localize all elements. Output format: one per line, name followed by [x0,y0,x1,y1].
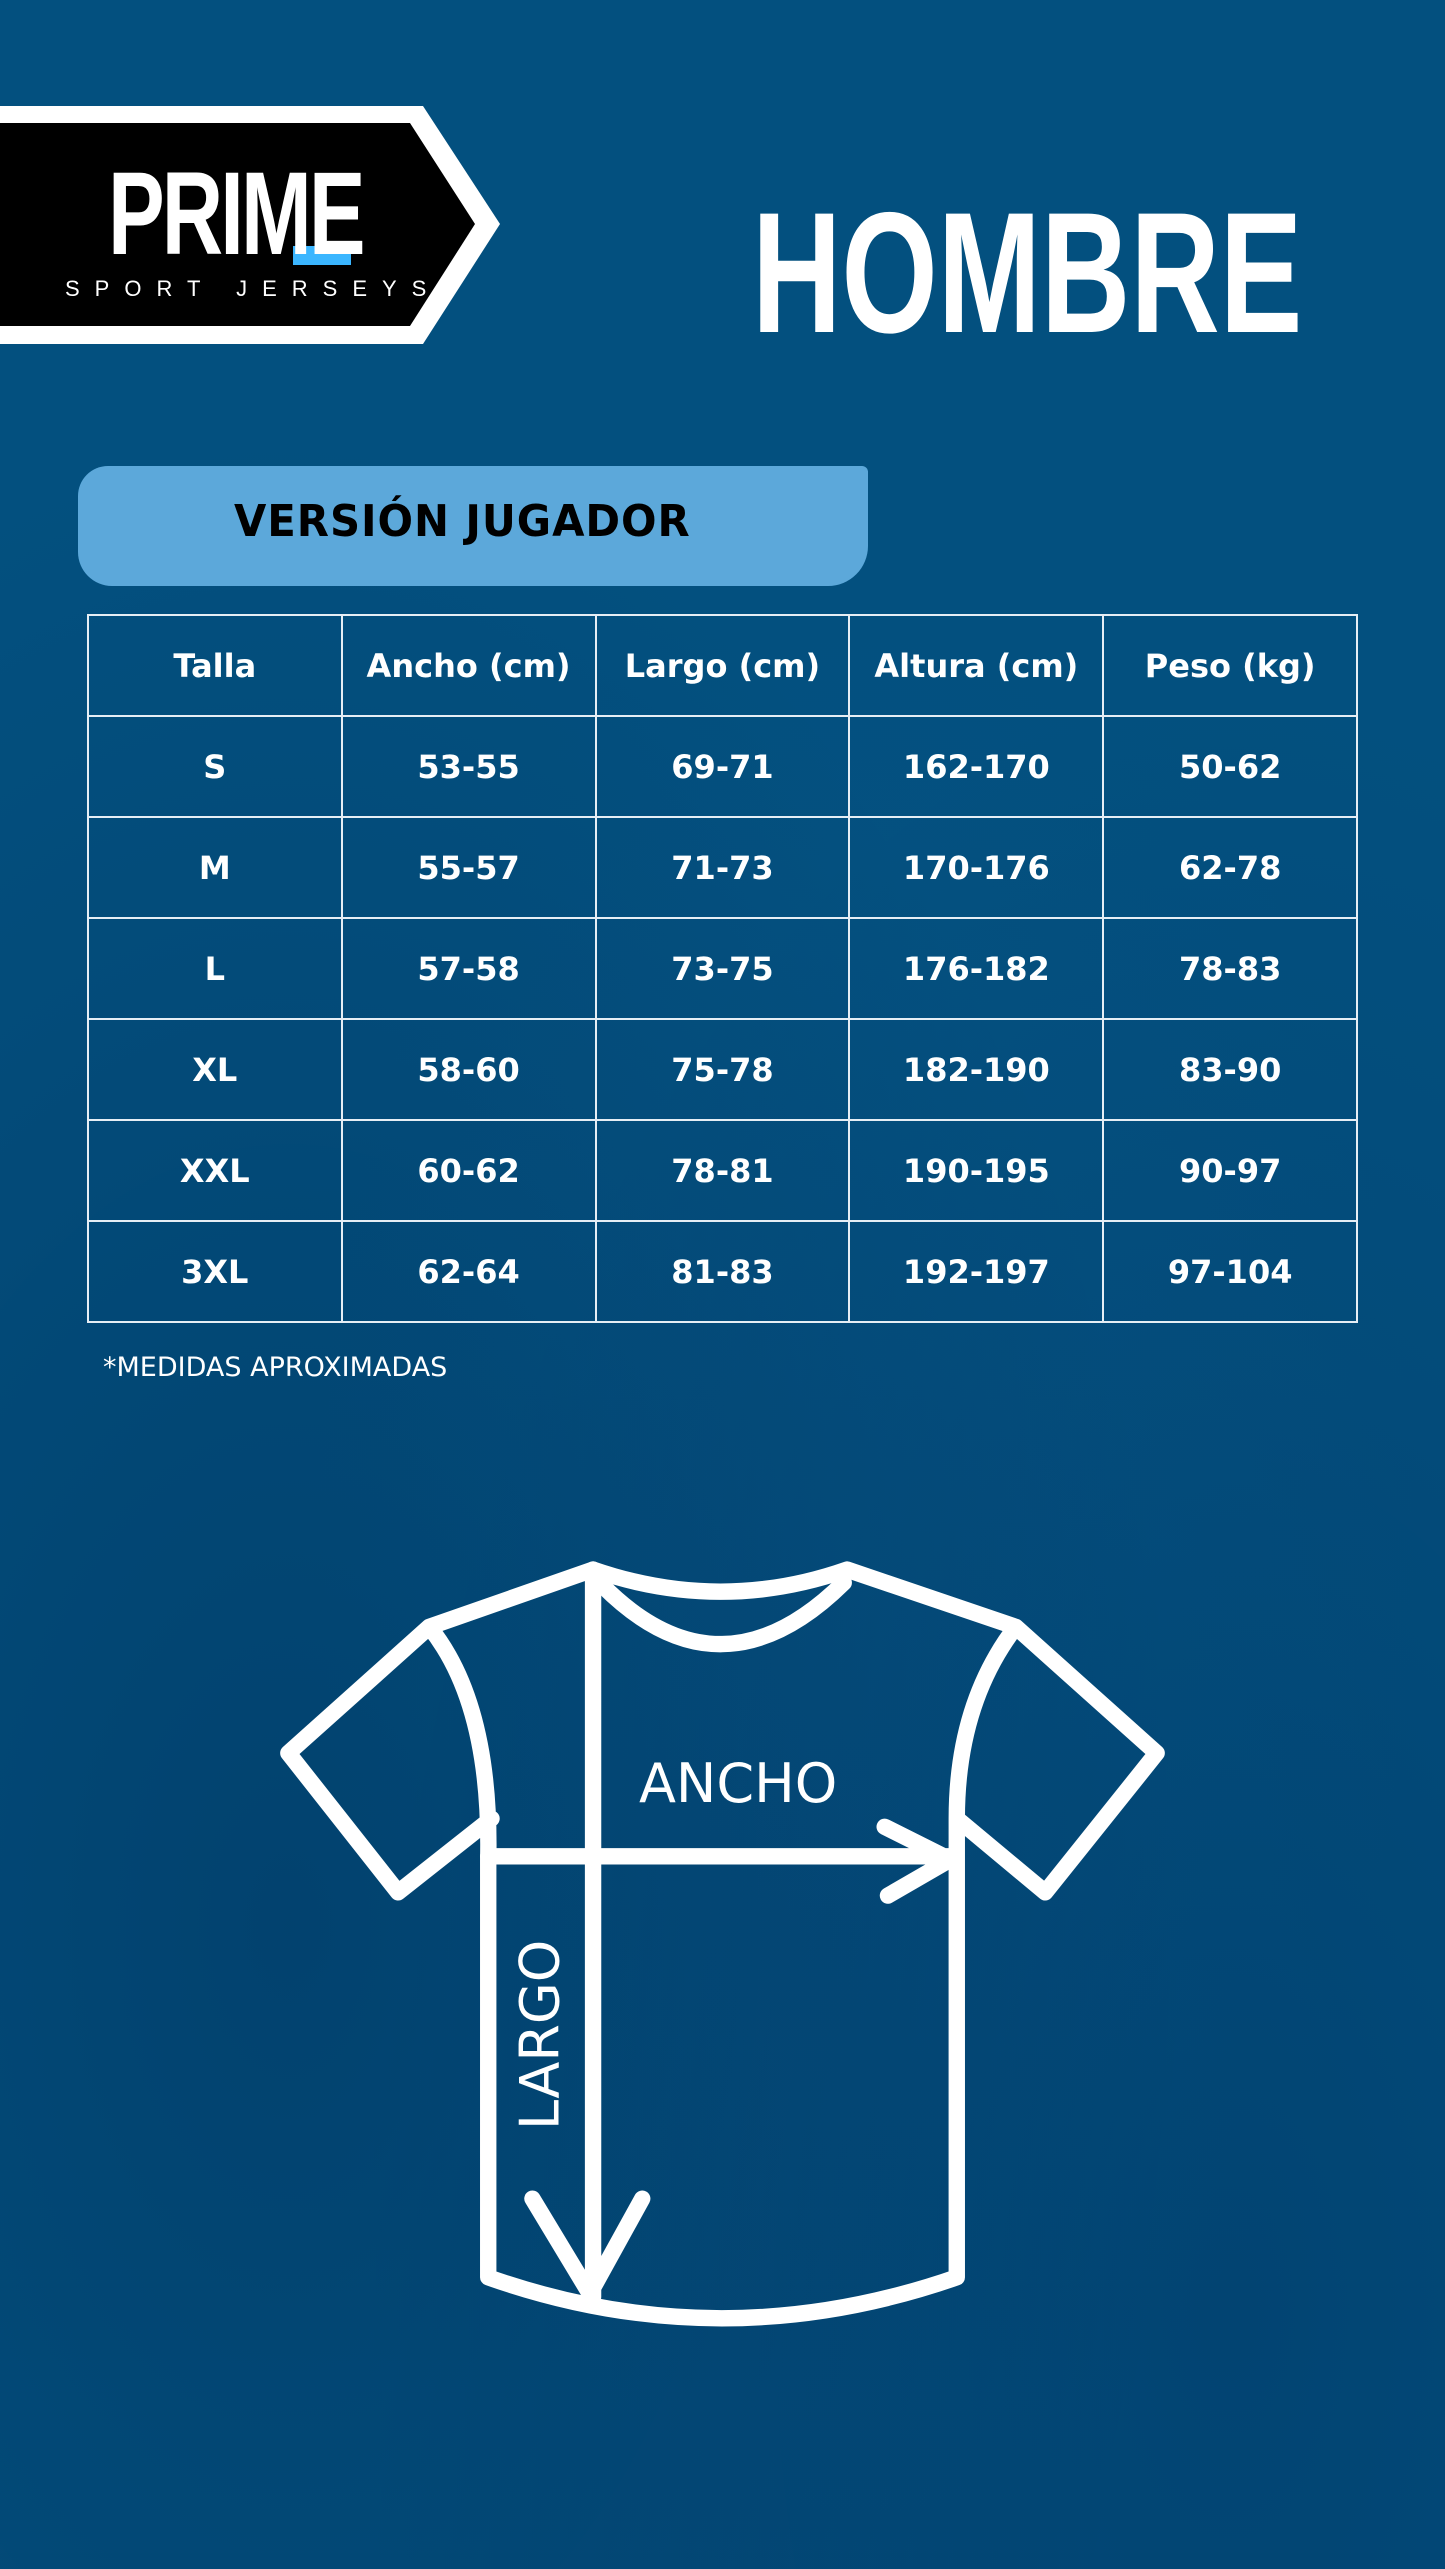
collar [594,1574,852,1653]
value-cell: 75-78 [594,1018,851,1121]
value-cell: 55-57 [340,816,597,919]
value-cell: 83-90 [1102,1018,1358,1121]
logo-banner-shape [0,106,500,344]
header-cell: Talla [87,614,343,717]
logo-accent-bar [293,246,351,265]
size-cell: M [87,816,343,919]
value-cell: 71-73 [594,816,851,919]
value-cell: 57-58 [340,917,597,1020]
version-badge: VERSIÓN JUGADOR [78,466,868,586]
table-row: XXL 60-62 78-81 190-195 90-97 [87,1119,1358,1222]
table-row: S 53-55 69-71 162-170 50-62 [87,715,1358,818]
value-cell: 78-83 [1102,917,1358,1020]
width-arrow [480,1818,959,1904]
table-row: M 55-57 71-73 170-176 62-78 [87,816,1358,919]
version-label: VERSIÓN JUGADOR [234,496,691,547]
table-row: XL 58-60 75-78 182-190 83-90 [87,1018,1358,1121]
value-cell: 73-75 [594,917,851,1020]
header-cell: Peso (kg) [1102,614,1358,717]
approximate-note: *MEDIDAS APROXIMADAS [103,1352,448,1383]
logo-wordmark: PRIME [108,148,366,280]
value-cell: 58-60 [340,1018,597,1121]
size-cell: 3XL [87,1220,343,1323]
value-cell: 62-64 [340,1220,597,1323]
table-row: L 57-58 73-75 176-182 78-83 [87,917,1358,1020]
size-cell: S [87,715,343,818]
logo-tagline: SPORT JERSEYS [65,276,442,301]
header-cell: Ancho (cm) [340,614,597,717]
value-cell: 182-190 [848,1018,1105,1121]
value-cell: 60-62 [340,1119,597,1222]
value-cell: 162-170 [848,715,1105,818]
size-cell: XL [87,1018,343,1121]
size-table: Talla Ancho (cm) Largo (cm) Altura (cm) … [87,614,1358,1323]
value-cell: 78-81 [594,1119,851,1222]
table-row: 3XL 62-64 81-83 192-197 97-104 [87,1220,1358,1323]
header-cell: Altura (cm) [848,614,1105,717]
value-cell: 53-55 [340,715,597,818]
value-cell: 62-78 [1102,816,1358,919]
size-cell: L [87,917,343,1020]
value-cell: 170-176 [848,816,1105,919]
size-cell: XXL [87,1119,343,1222]
value-cell: 69-71 [594,715,851,818]
header-cell: Largo (cm) [594,614,851,717]
table-header-row: Talla Ancho (cm) Largo (cm) Altura (cm) … [87,614,1358,717]
value-cell: 192-197 [848,1220,1105,1323]
page-title: HOMBRE [752,177,1303,369]
value-cell: 90-97 [1102,1119,1358,1222]
length-label: LARGO [509,1940,572,2130]
value-cell: 97-104 [1102,1220,1358,1323]
brand-logo: PRIME SPORT JERSEYS [0,106,500,344]
tshirt-outline [280,1561,1165,2327]
value-cell: 176-182 [848,917,1105,1020]
length-arrow [524,1561,651,2306]
value-cell: 50-62 [1102,715,1358,818]
width-label: ANCHO [639,1752,837,1815]
value-cell: 190-195 [848,1119,1105,1222]
value-cell: 81-83 [594,1220,851,1323]
